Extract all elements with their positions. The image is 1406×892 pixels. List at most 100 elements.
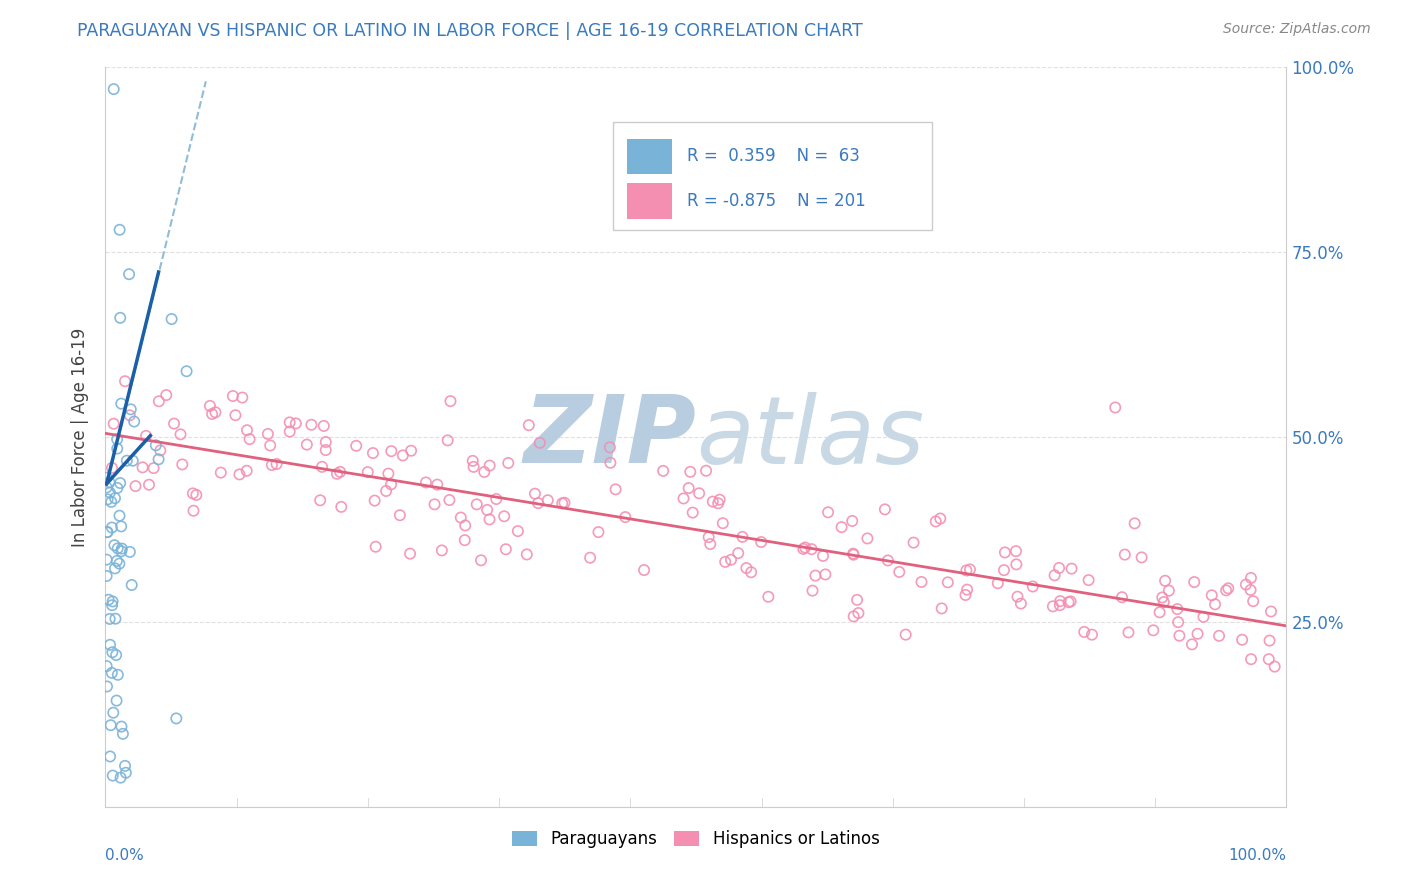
Point [959,562,981,576]
Point [1118,625,1140,640]
Point [186,488,208,502]
Point [1215,583,1237,598]
Point [236,423,259,437]
Point [103,538,125,552]
Point [97,592,120,607]
Point [121,454,143,468]
Point [470,553,492,567]
Point [801,583,824,598]
Point [110,771,132,785]
Point [183,504,205,518]
Point [181,486,204,500]
Point [727,546,749,560]
Point [731,530,754,544]
Point [96,525,118,540]
Point [1111,591,1133,605]
Point [523,486,546,500]
Point [101,594,124,608]
Point [1204,597,1226,611]
Point [485,491,508,506]
Point [756,590,779,604]
Point [357,465,380,479]
Point [955,563,977,577]
Text: atlas: atlas [696,392,924,483]
Point [110,544,132,558]
Point [842,548,865,562]
Point [204,405,226,419]
Text: R =  0.359    N =  63: R = 0.359 N = 63 [686,147,859,166]
Point [516,548,538,562]
Point [987,576,1010,591]
Point [105,481,128,495]
Point [894,627,917,641]
Point [361,446,384,460]
Point [100,718,122,732]
Point [114,759,136,773]
Point [495,542,517,557]
Point [155,388,177,402]
Point [709,492,731,507]
Point [101,461,124,475]
Point [118,267,141,281]
Point [98,749,121,764]
Point [463,459,485,474]
Point [695,464,717,478]
Point [678,481,700,495]
Point [118,409,141,423]
Point [114,374,136,388]
Point [111,727,134,741]
Point [364,540,387,554]
Point [108,476,131,491]
Point [142,461,165,475]
Point [235,464,257,478]
Point [1104,401,1126,415]
Point [380,477,402,491]
Point [1167,615,1189,629]
Point [599,456,621,470]
Point [682,506,704,520]
Point [344,439,367,453]
Point [98,475,121,490]
Point [426,477,449,491]
Point [1153,595,1175,609]
Point [1005,544,1028,558]
Point [388,508,411,523]
Point [259,438,281,452]
Point [98,485,121,500]
Point [430,543,453,558]
Point [1240,652,1263,666]
Point [108,508,131,523]
Point [165,711,187,725]
Point [461,454,484,468]
Point [553,496,575,510]
Point [315,443,337,458]
Point [817,505,839,519]
Point [309,493,332,508]
Point [1208,629,1230,643]
Point [100,495,122,509]
Point [107,541,129,556]
Point [1234,577,1257,591]
Point [707,496,730,510]
Point [104,612,127,626]
Point [749,535,772,549]
Point [163,417,186,431]
Point [284,417,307,431]
Point [326,467,349,481]
Bar [627,139,672,174]
Point [494,509,516,524]
Point [1187,627,1209,641]
Point [201,407,224,421]
Point [111,541,134,556]
Point [465,497,488,511]
Point [103,417,125,431]
Point [436,434,458,448]
Point [105,648,128,662]
Point [122,415,145,429]
Point [537,493,560,508]
Point [138,477,160,491]
Point [1239,582,1261,597]
Point [169,427,191,442]
Point [1073,624,1095,639]
Point [1260,605,1282,619]
